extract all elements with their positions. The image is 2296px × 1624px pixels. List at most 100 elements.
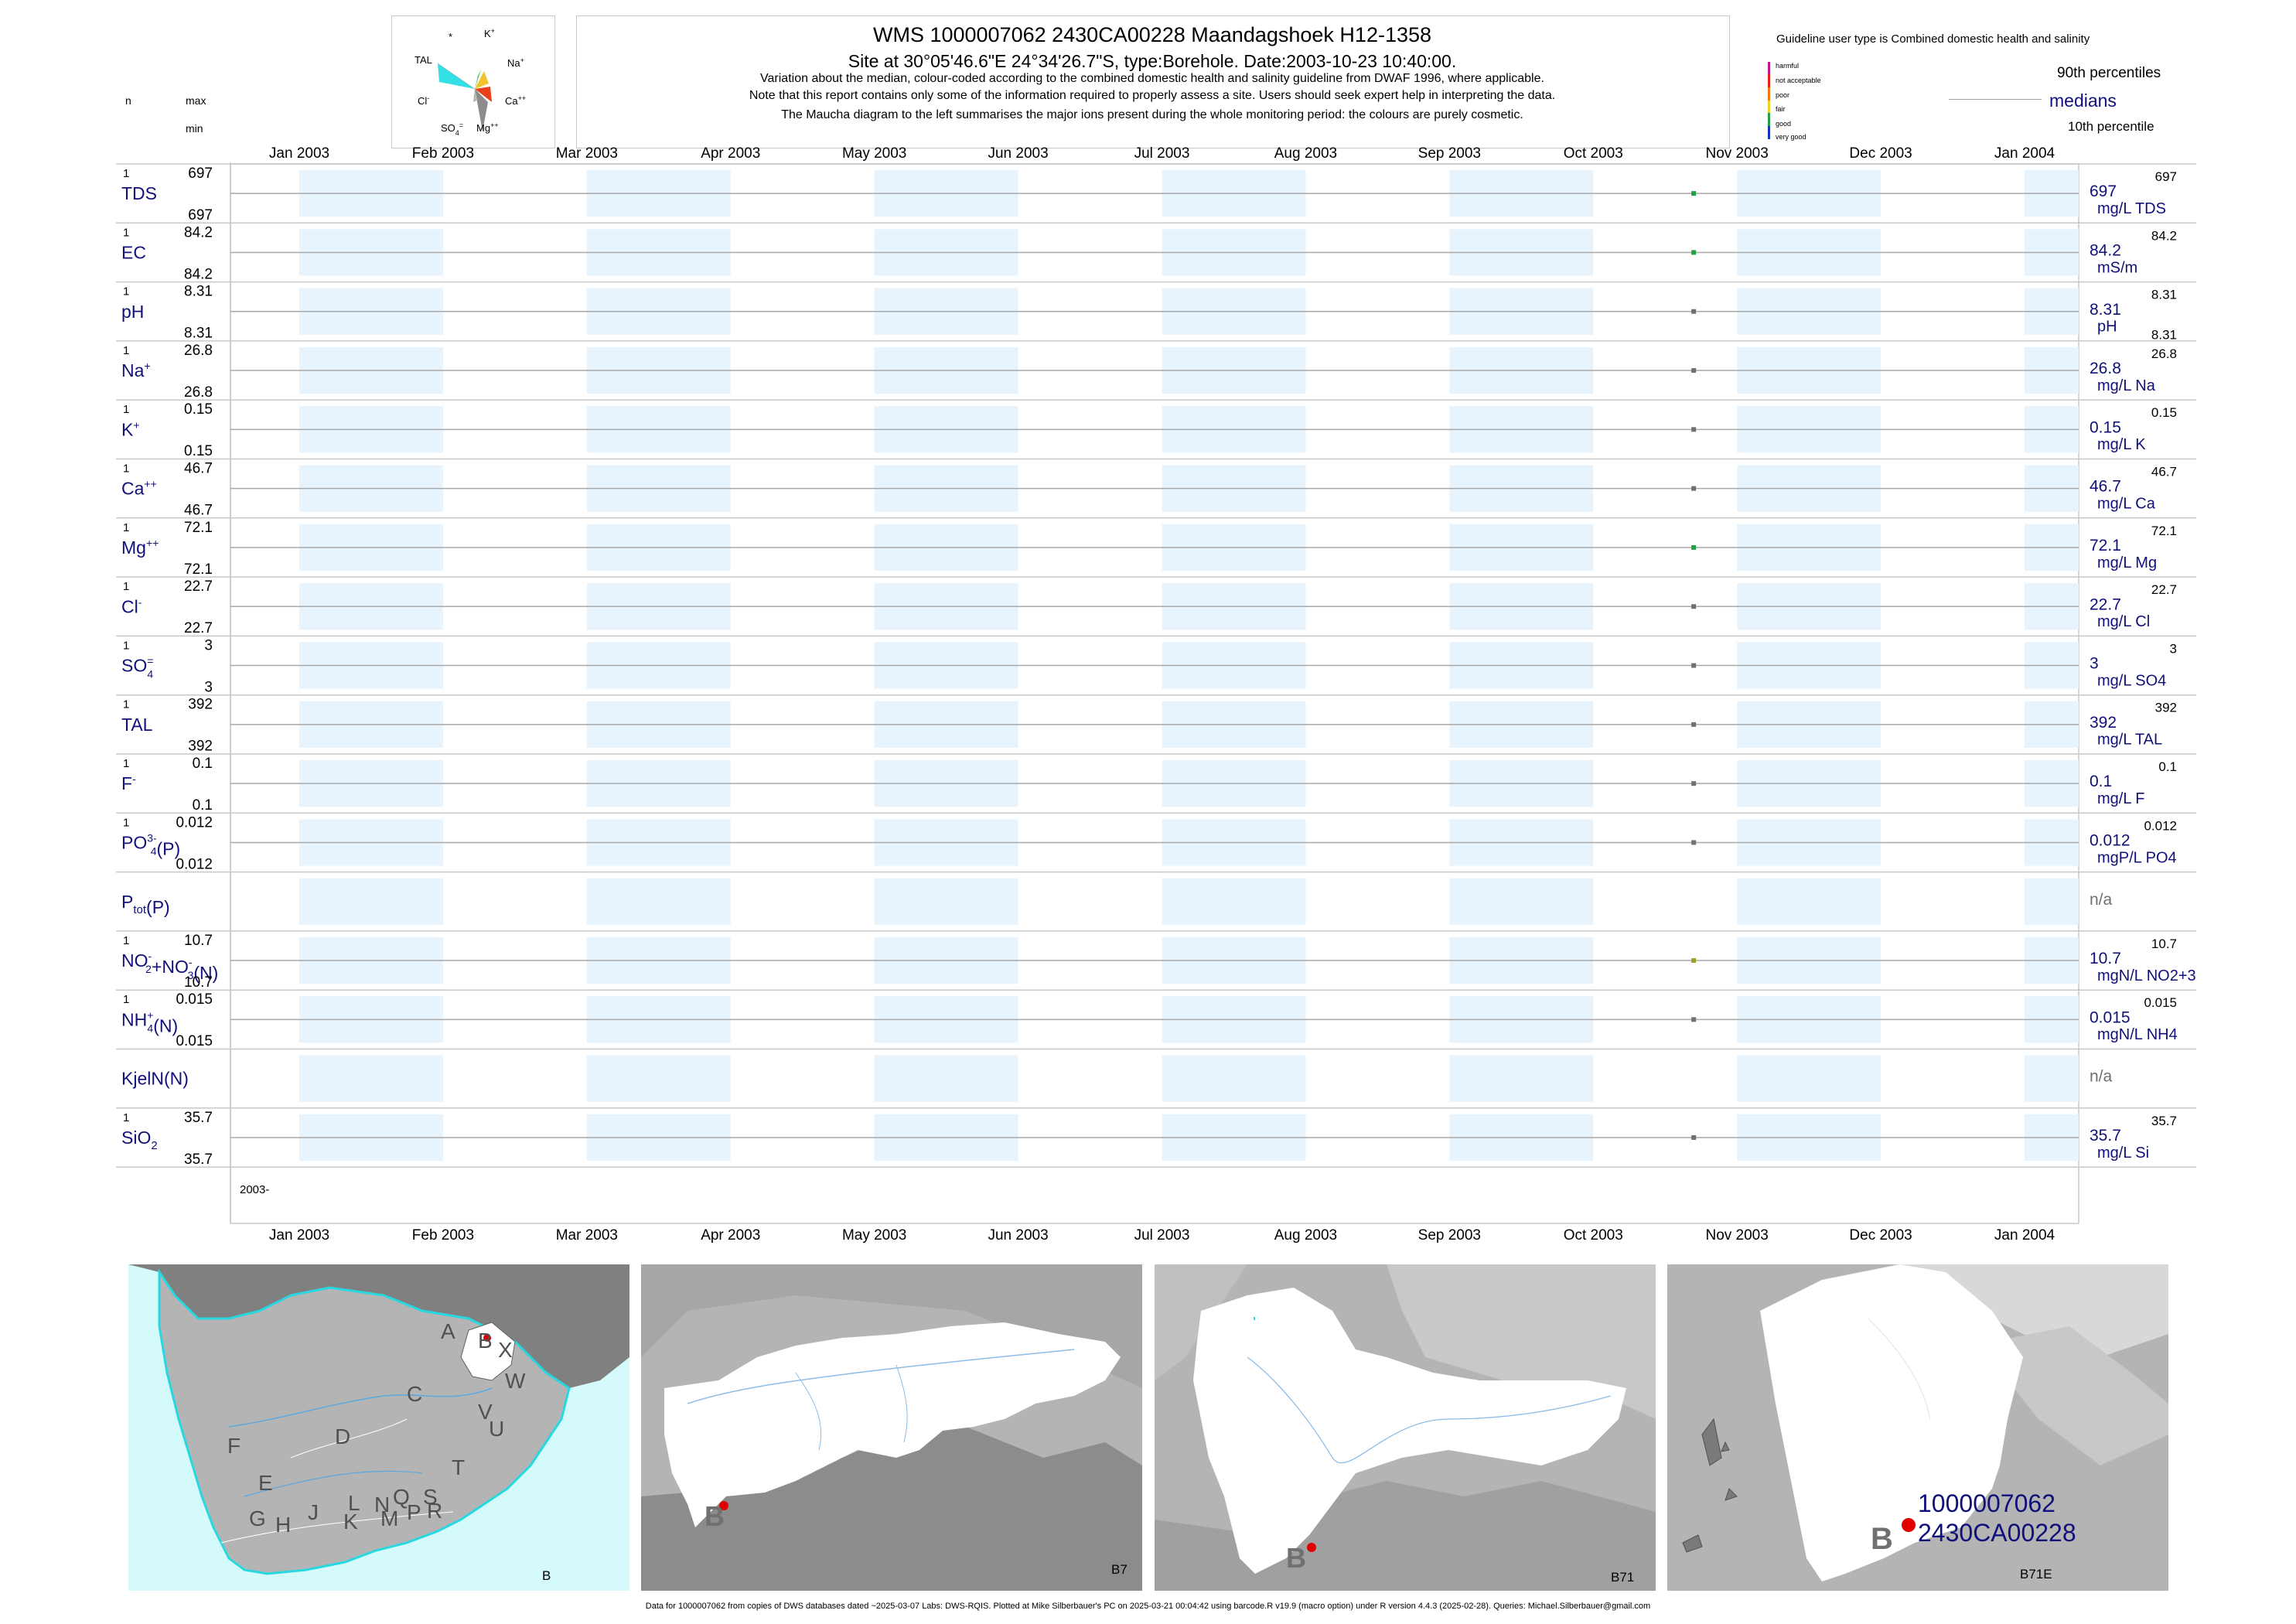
row-unit: mg/L F (2097, 790, 2145, 807)
legend-color-bar (1768, 62, 1770, 139)
sample-point (1691, 840, 1697, 845)
row-median-value: 10.7 (2090, 950, 2121, 967)
month-tick-label-top: Jan 2004 (1994, 145, 2055, 162)
row-min-value: 0.012 (176, 856, 213, 872)
row-n-value: 1 (123, 934, 129, 947)
row-max-value: 0.15 (184, 401, 213, 418)
row-n-value: 1 (123, 1111, 129, 1124)
row-median-value: 0.015 (2090, 1008, 2131, 1026)
variable-label: F- (121, 773, 136, 793)
variable-label: TDS (121, 183, 157, 203)
site-id-label: 1000007062 (1918, 1489, 2055, 1517)
catchment-letter: X (498, 1338, 513, 1362)
row-median-value: 0.012 (2090, 831, 2131, 849)
legend-class-label: very good (1776, 133, 1806, 141)
catchment-letter: B (478, 1329, 493, 1353)
row-p90-value: 0.015 (2144, 995, 2177, 1010)
neighbour-countries (128, 1264, 629, 1388)
legend-class-label: good (1776, 120, 1792, 128)
catchment-letter: B (1286, 1542, 1306, 1574)
row-median-value: 8.31 (2090, 301, 2121, 319)
catchment-letter: K (343, 1510, 358, 1534)
row-median-value: 72.1 (2090, 537, 2121, 554)
variable-label: SO= 4 (121, 655, 153, 681)
maucha-label: Cl- (418, 94, 429, 107)
catchment-letter: G (249, 1506, 266, 1530)
month-band (1162, 1055, 1306, 1102)
barcode-chart: Jan 2003 Jan 2003 Feb 2003 Feb 2003 Mar 2003… (116, 145, 2196, 1244)
row-p90-value: 10.7 (2151, 937, 2177, 951)
row-p90-value: 22.7 (2151, 582, 2177, 597)
row-min-value: 0.15 (184, 443, 213, 459)
variable-label: NO-2+NO-3(N) (121, 950, 218, 983)
catchment-b-region (460, 1322, 516, 1381)
row-unit: mg/L Si (2097, 1145, 2149, 1162)
row-max-value: 392 (188, 697, 213, 713)
row-p90-value: 46.7 (2151, 465, 2177, 479)
catchment-letter: C (407, 1382, 422, 1406)
month-tick-label-bottom: Nov 2003 (1705, 1227, 1768, 1244)
row-median-value: n/a (2090, 891, 2113, 909)
catchment-letter: V (478, 1400, 493, 1424)
median-legend-label: medians (2049, 90, 2117, 111)
month-band (299, 1055, 443, 1102)
page-title: WMS 1000007062 2430CA00228 Maandagshoek … (872, 23, 1432, 46)
sample-point (1691, 309, 1697, 314)
month-tick-label-bottom: Oct 2003 (1564, 1227, 1623, 1244)
catchment-letter: T (452, 1455, 465, 1479)
maucha-label: Mg++ (476, 121, 499, 134)
sample-point (1691, 1017, 1697, 1022)
row-min-value: 72.1 (184, 561, 213, 578)
row-p90-value: 697 (2155, 169, 2177, 184)
row-unit: mg/L Mg (2097, 554, 2157, 571)
row-n-value: 1 (123, 462, 129, 476)
row-n-value: 1 (123, 226, 129, 239)
row-median-value: 392 (2090, 714, 2117, 732)
maucha-label: Na+ (507, 56, 524, 69)
variable-label: KjelN(N) (121, 1069, 189, 1089)
row-n-value: 1 (123, 344, 129, 357)
month-band (299, 878, 443, 925)
maucha-label: K+ (484, 27, 495, 39)
row-n-value: 1 (123, 521, 129, 534)
row-min-value: 46.7 (184, 503, 213, 519)
variable-label: K+ (121, 418, 140, 439)
month-tick-label-top: Oct 2003 (1564, 145, 1623, 162)
catchment-letter: H (275, 1513, 291, 1537)
site-marker (1902, 1518, 1916, 1532)
month-tick-label-bottom: Dec 2003 (1849, 1227, 1912, 1244)
row-median-value: 3 (2090, 655, 2099, 673)
sample-point (1691, 1134, 1697, 1140)
month-tick-label-top: Jul 2003 (1134, 145, 1190, 162)
month-band (1449, 878, 1594, 925)
row-min-value: 3 (204, 679, 213, 695)
month-band (874, 878, 1018, 925)
row-median-value: 0.1 (2090, 773, 2112, 790)
sample-point (1691, 544, 1697, 550)
row-unit: mgP/L PO4 (2097, 849, 2177, 866)
month-tick-label-top: Jun 2003 (988, 145, 1048, 162)
catchment-letter: B (1871, 1522, 1893, 1556)
month-band (1162, 878, 1306, 925)
variable-label: TAL (121, 715, 153, 735)
map-caption: B7 (1111, 1562, 1128, 1577)
variable-label: Ptot(P) (121, 892, 170, 917)
row-unit: mg/L TDS (2097, 200, 2166, 217)
catchment-letter: N (374, 1493, 390, 1517)
catchment-b71 (1193, 1288, 1626, 1574)
row-unit: mgN/L NH4 (2097, 1026, 2178, 1043)
variable-label: pH (121, 302, 144, 322)
row-max-value: 84.2 (184, 224, 213, 241)
maucha-label: * (449, 31, 452, 43)
month-band (1449, 1055, 1594, 1102)
month-band (2025, 878, 2079, 925)
row-min-value: 10.7 (184, 974, 213, 991)
variable-label: Cl- (121, 595, 142, 616)
guideline-title: Guideline user type is Combined domestic… (1776, 32, 2090, 46)
row-p90-value: 0.1 (2158, 759, 2177, 774)
catchment-letter: F (227, 1434, 241, 1458)
max-header: max (186, 94, 206, 107)
row-max-value: 22.7 (184, 578, 213, 595)
legend-class-label: harmful (1776, 62, 1800, 70)
